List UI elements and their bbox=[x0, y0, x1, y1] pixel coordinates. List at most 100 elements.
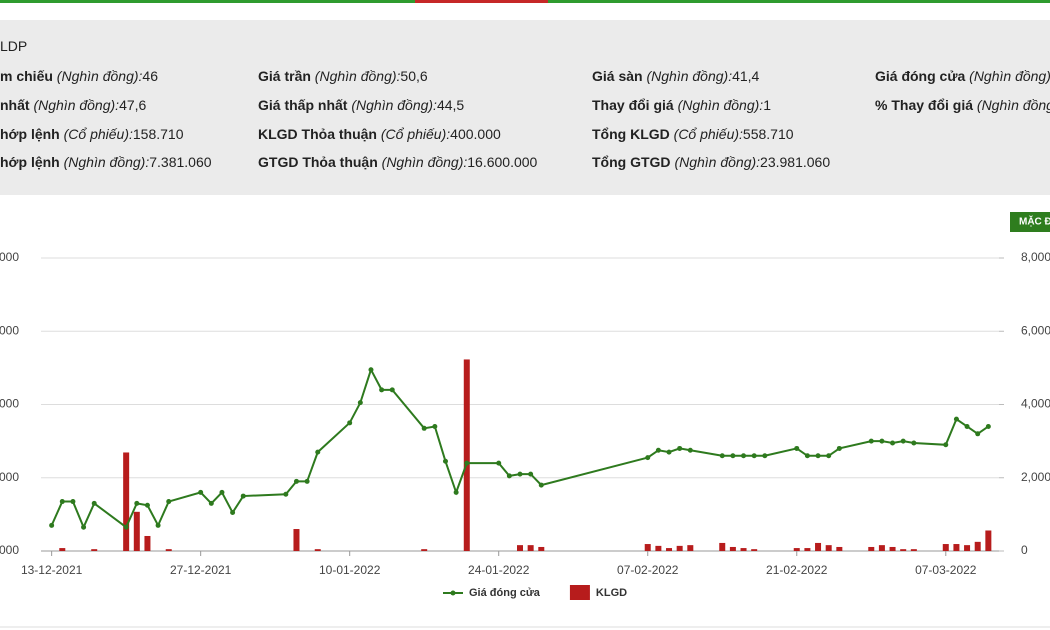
price-point bbox=[347, 420, 353, 426]
volume-bar bbox=[868, 546, 875, 551]
volume-bar bbox=[942, 544, 949, 551]
info-label: Tổng GTGD bbox=[592, 154, 671, 170]
price-point bbox=[70, 499, 76, 505]
volume-bar bbox=[985, 530, 992, 551]
volume-bar bbox=[123, 452, 130, 551]
y2-tick-label: 0 bbox=[1021, 543, 1028, 557]
x-tick-label: 07-03-2022 bbox=[915, 563, 977, 577]
info-label: m chiếu bbox=[0, 68, 53, 84]
info-label: hớp lệnh bbox=[0, 154, 60, 170]
volume-bar bbox=[719, 542, 726, 551]
volume-bar bbox=[676, 545, 683, 551]
info-item: Thay đổi giá (Nghìn đồng):1 bbox=[592, 97, 771, 113]
price-point bbox=[645, 455, 651, 461]
price-point bbox=[975, 431, 981, 437]
price-point bbox=[91, 500, 97, 506]
info-unit: (Nghìn đồng). bbox=[969, 68, 1050, 84]
x-tick-label: 21-02-2022 bbox=[766, 563, 828, 577]
price-point bbox=[230, 510, 236, 516]
info-label: Giá sàn bbox=[592, 68, 643, 84]
volume-bar bbox=[878, 545, 885, 551]
volume-bar bbox=[910, 549, 917, 551]
info-label: KLGD Thỏa thuận bbox=[258, 126, 377, 142]
volume-bar bbox=[59, 548, 66, 551]
price-point bbox=[123, 524, 129, 530]
info-unit: (Cổ phiếu): bbox=[63, 126, 133, 142]
info-unit: (Nghìn đồng): bbox=[314, 68, 401, 84]
info-label: Giá thấp nhất bbox=[258, 97, 348, 113]
price-point bbox=[964, 423, 970, 429]
price-point bbox=[144, 502, 150, 508]
info-value: 16.600.000 bbox=[467, 154, 538, 170]
price-point bbox=[421, 425, 427, 431]
price-point bbox=[538, 482, 544, 488]
price-point bbox=[59, 499, 65, 505]
price-point bbox=[826, 453, 832, 459]
info-label: nhất bbox=[0, 97, 30, 113]
price-point bbox=[985, 423, 991, 429]
price-point bbox=[911, 440, 917, 446]
info-unit: (Nghìn đồng): bbox=[351, 97, 437, 113]
price-point bbox=[496, 460, 502, 466]
legend-label: KLGD bbox=[596, 587, 627, 599]
y2-tick-label: 6,000 bbox=[1021, 323, 1050, 337]
legend-dot bbox=[450, 590, 456, 596]
volume-bar bbox=[974, 541, 981, 551]
volume-bar bbox=[964, 545, 971, 551]
volume-bar bbox=[740, 548, 747, 551]
info-value: 400.000 bbox=[450, 126, 501, 142]
price-point bbox=[240, 493, 246, 499]
price-point bbox=[836, 445, 842, 451]
volume-bar bbox=[91, 549, 98, 551]
info-unit: (Nghìn đồng): bbox=[63, 154, 150, 170]
y2-tick-label: 8,000 bbox=[1021, 250, 1050, 264]
volume-bar bbox=[133, 511, 140, 551]
info-value: 46 bbox=[142, 68, 158, 84]
price-point bbox=[134, 500, 140, 506]
price-point bbox=[741, 453, 747, 459]
legend-label: Giá đóng cửa bbox=[469, 587, 541, 599]
price-point bbox=[432, 423, 438, 429]
price-point bbox=[794, 445, 800, 451]
info-item: Giá trần (Nghìn đồng):50,6 bbox=[258, 68, 428, 84]
volume-bar bbox=[463, 359, 470, 551]
info-item: hớp lệnh (Cổ phiếu):158.710 bbox=[0, 126, 184, 142]
price-point bbox=[751, 453, 757, 459]
y2-tick-label: 2,000 bbox=[1021, 470, 1050, 484]
price-point bbox=[943, 442, 949, 448]
price-point bbox=[304, 478, 310, 484]
volume-bar bbox=[836, 546, 843, 551]
price-point bbox=[655, 447, 661, 453]
price-point bbox=[890, 440, 896, 446]
default-button[interactable] bbox=[1010, 212, 1050, 232]
price-point bbox=[815, 453, 821, 459]
info-item: m chiếu (Nghìn đồng):46 bbox=[0, 68, 158, 84]
volume-bar bbox=[825, 545, 832, 551]
info-item: % Thay đổi giá (Nghìn đồng bbox=[875, 97, 1050, 113]
info-value: 23.981.060 bbox=[760, 154, 831, 170]
volume-bar bbox=[293, 529, 300, 551]
volume-bar bbox=[144, 535, 151, 551]
info-unit: (Nghìn đồng bbox=[976, 97, 1050, 113]
info-unit: (Cổ phiếu): bbox=[380, 126, 451, 142]
price-point bbox=[687, 447, 693, 453]
volume-bar bbox=[165, 549, 172, 551]
x-tick-label: 24-01-2022 bbox=[468, 563, 530, 577]
info-item: Giá sàn (Nghìn đồng):41,4 bbox=[592, 68, 759, 84]
default-button-label[interactable]: MẶC Đ bbox=[1019, 215, 1050, 228]
price-point bbox=[730, 453, 736, 459]
info-value: 50,6 bbox=[400, 68, 428, 84]
y2-tick-label: 4,000 bbox=[1021, 397, 1050, 411]
volume-bar bbox=[538, 546, 545, 551]
volume-bar bbox=[793, 548, 800, 551]
volume-bar bbox=[751, 549, 758, 551]
info-value: 558.710 bbox=[742, 126, 794, 142]
stock-code: LDP bbox=[0, 38, 28, 54]
price-point bbox=[357, 400, 363, 406]
info-value: 158.710 bbox=[132, 126, 184, 142]
info-item: GTGD Thỏa thuận (Nghìn đồng):16.600.000 bbox=[258, 154, 537, 170]
price-point bbox=[293, 478, 299, 484]
